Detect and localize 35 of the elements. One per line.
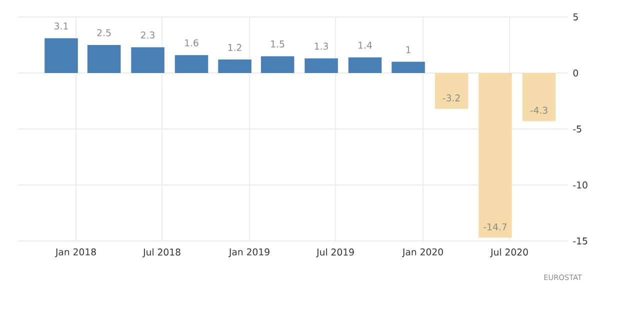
- data-label: -3.2: [442, 94, 460, 102]
- x-tick-label: Jan 2018: [54, 248, 96, 258]
- x-tick-label: Jul 2019: [316, 248, 354, 258]
- data-label: 1: [406, 46, 410, 54]
- y-tick-label: 5: [573, 14, 578, 20]
- data-label: 1.2: [228, 44, 242, 51]
- y-tick-label: 0: [573, 69, 578, 77]
- x-tick-label: Jan 2020: [402, 248, 443, 258]
- bar: [434, 72, 468, 109]
- bar: [522, 72, 556, 122]
- bar: [304, 58, 338, 73]
- x-tick-label: Jul 2020: [490, 248, 528, 258]
- bar: [392, 62, 425, 73]
- data-label: 1.5: [271, 40, 284, 48]
- bar: [44, 38, 78, 73]
- bar: [348, 57, 382, 73]
- bar: [260, 56, 294, 73]
- bar: [131, 47, 164, 73]
- data-label: 1.4: [358, 42, 372, 49]
- data-label: 2.3: [141, 31, 154, 39]
- data-label: 2.5: [97, 29, 111, 36]
- x-tick-label: Jul 2018: [142, 248, 180, 258]
- data-label: -14.7: [484, 223, 507, 230]
- y-tick-label: -10: [573, 181, 588, 189]
- y-tick-label: -15: [573, 238, 588, 244]
- bar: [87, 44, 121, 73]
- data-label: 1.6: [185, 39, 198, 46]
- data-label: 1.3: [314, 42, 328, 50]
- y-tick-label: -5: [573, 126, 582, 132]
- bar: [174, 55, 208, 73]
- bar: [478, 72, 512, 238]
- x-tick-label: Jan 2019: [228, 248, 270, 258]
- bar: [218, 60, 252, 73]
- data-label: 3.1: [54, 22, 68, 30]
- data-label: -4.3: [530, 106, 548, 114]
